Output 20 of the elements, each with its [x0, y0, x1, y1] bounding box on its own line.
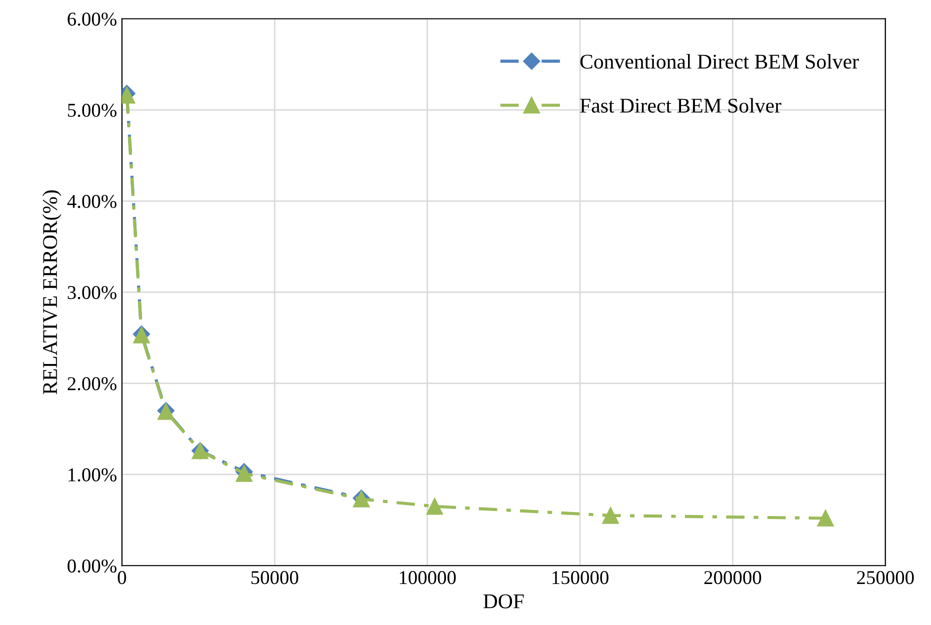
x-tick-label: 150000	[552, 571, 608, 584]
y-tick-label: 4.00%	[67, 194, 116, 208]
point	[817, 510, 834, 527]
point	[426, 498, 443, 515]
legend-label: Conventional Direct BEM Solver	[580, 54, 859, 69]
x-tick-label: 50000	[251, 571, 298, 584]
point	[602, 507, 619, 524]
x-tick-label: 250000	[857, 571, 914, 584]
y-tick-label: 5.00%	[68, 104, 116, 117]
x-axis-title: DOF	[483, 594, 524, 608]
y-tick-label: 3.00%	[68, 286, 116, 300]
y-tick-label: 1.00%	[68, 468, 116, 482]
y-tick-label: 0.00%	[68, 559, 116, 573]
x-tick-label: 100000	[400, 571, 456, 584]
y-axis-title: RELATIVE ERROR(%)	[42, 190, 62, 394]
x-tick-label: 0	[118, 571, 126, 584]
x-tick-label: 200000	[704, 571, 762, 584]
y-tick-label: 6.00%	[68, 12, 116, 26]
legend-label: Fast Direct BEM Solver	[580, 98, 782, 113]
y-tick-label: 2.00%	[68, 377, 116, 390]
